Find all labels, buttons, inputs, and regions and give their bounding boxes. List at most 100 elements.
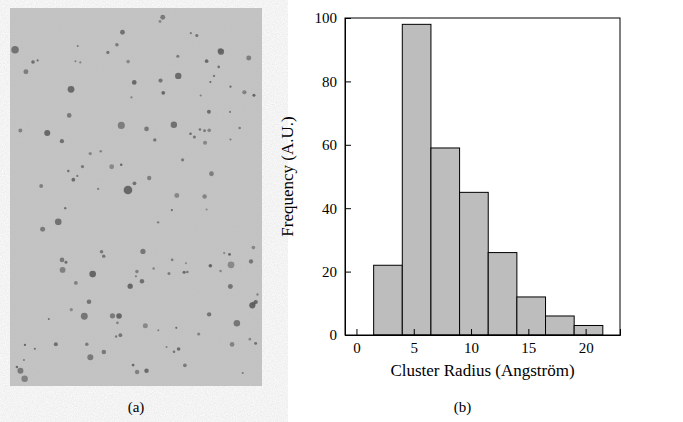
micrograph — [10, 8, 262, 386]
x-tick: 20 — [579, 329, 594, 356]
x-tick: 5 — [411, 329, 419, 356]
particle — [31, 60, 35, 64]
particle — [217, 66, 220, 69]
particle — [177, 347, 181, 351]
particle — [60, 258, 65, 263]
y-tick-mark — [345, 18, 351, 19]
bar — [517, 297, 546, 335]
bar — [546, 316, 575, 335]
particle — [120, 30, 125, 35]
particle — [79, 61, 81, 63]
y-tick-label: 20 — [322, 264, 337, 280]
particle — [157, 329, 159, 331]
particle — [44, 130, 50, 136]
particle — [81, 165, 84, 168]
particle — [242, 372, 244, 374]
particle — [223, 252, 225, 254]
y-tick-mark — [345, 335, 351, 336]
particle — [186, 271, 189, 274]
plot-frame — [345, 18, 620, 335]
particle — [74, 281, 78, 285]
particle — [132, 364, 135, 367]
particle — [246, 56, 251, 61]
particle — [39, 184, 43, 188]
particle — [207, 312, 211, 316]
particle — [34, 348, 36, 350]
particle — [81, 313, 88, 320]
particle — [171, 209, 173, 211]
particle — [71, 178, 75, 182]
particle — [238, 127, 241, 130]
y-tick-mark — [345, 272, 351, 273]
particle — [229, 111, 231, 113]
particle — [70, 308, 73, 311]
particle — [54, 342, 58, 346]
particle — [135, 270, 138, 273]
particle — [209, 264, 213, 268]
particle — [135, 370, 139, 374]
particle — [147, 176, 151, 180]
particle — [200, 94, 202, 96]
particle — [120, 163, 122, 165]
particle — [23, 359, 25, 361]
particle — [124, 186, 133, 195]
particle — [133, 181, 137, 185]
particle — [175, 327, 177, 329]
particle — [130, 96, 132, 98]
particle — [152, 267, 155, 270]
y-axis-title: Frequency (A.U.) — [278, 116, 297, 236]
particle — [144, 127, 149, 132]
particle — [202, 194, 207, 199]
particle — [174, 193, 179, 198]
particle — [128, 284, 133, 289]
particle — [102, 350, 107, 355]
particle — [37, 59, 39, 61]
particle — [161, 91, 165, 95]
particle — [199, 128, 202, 131]
particle — [60, 139, 64, 143]
particle — [118, 122, 125, 129]
y-tick: 80 — [322, 74, 351, 90]
particle — [252, 246, 256, 250]
y-tick: 0 — [330, 327, 352, 343]
particle — [115, 43, 119, 47]
particle — [171, 122, 177, 128]
y-tick-mark — [345, 81, 351, 82]
x-axis-title: Cluster Radius (Angström) — [390, 361, 574, 380]
particle — [67, 170, 70, 173]
particle — [76, 175, 78, 177]
y-tick-label: 60 — [322, 137, 337, 153]
particle — [206, 209, 208, 211]
particle — [132, 80, 137, 85]
particle — [229, 86, 231, 88]
particle — [160, 15, 165, 20]
particle — [252, 94, 255, 97]
particle — [126, 60, 130, 64]
particle — [242, 90, 246, 94]
particle — [209, 171, 214, 176]
particle — [89, 271, 96, 278]
particle — [116, 313, 122, 319]
particle — [228, 284, 233, 289]
y-tick: 100 — [315, 10, 352, 26]
x-tick-mark — [586, 329, 587, 335]
particle — [249, 338, 252, 341]
particle — [175, 73, 181, 79]
x-tick-mark — [471, 329, 472, 335]
particle — [197, 332, 200, 335]
particle — [166, 346, 168, 348]
y-tick: 20 — [322, 264, 351, 280]
bars — [374, 24, 603, 335]
particle — [87, 354, 93, 360]
particle — [195, 34, 198, 37]
panel-label: (a) — [128, 399, 145, 416]
particle — [171, 258, 174, 261]
particle — [23, 69, 28, 74]
x-tick-mark — [356, 329, 357, 335]
particle — [218, 49, 224, 55]
particle — [140, 249, 145, 254]
y-axis-line — [346, 19, 352, 336]
bar — [574, 325, 603, 335]
particle — [158, 78, 162, 82]
bar — [402, 24, 431, 335]
